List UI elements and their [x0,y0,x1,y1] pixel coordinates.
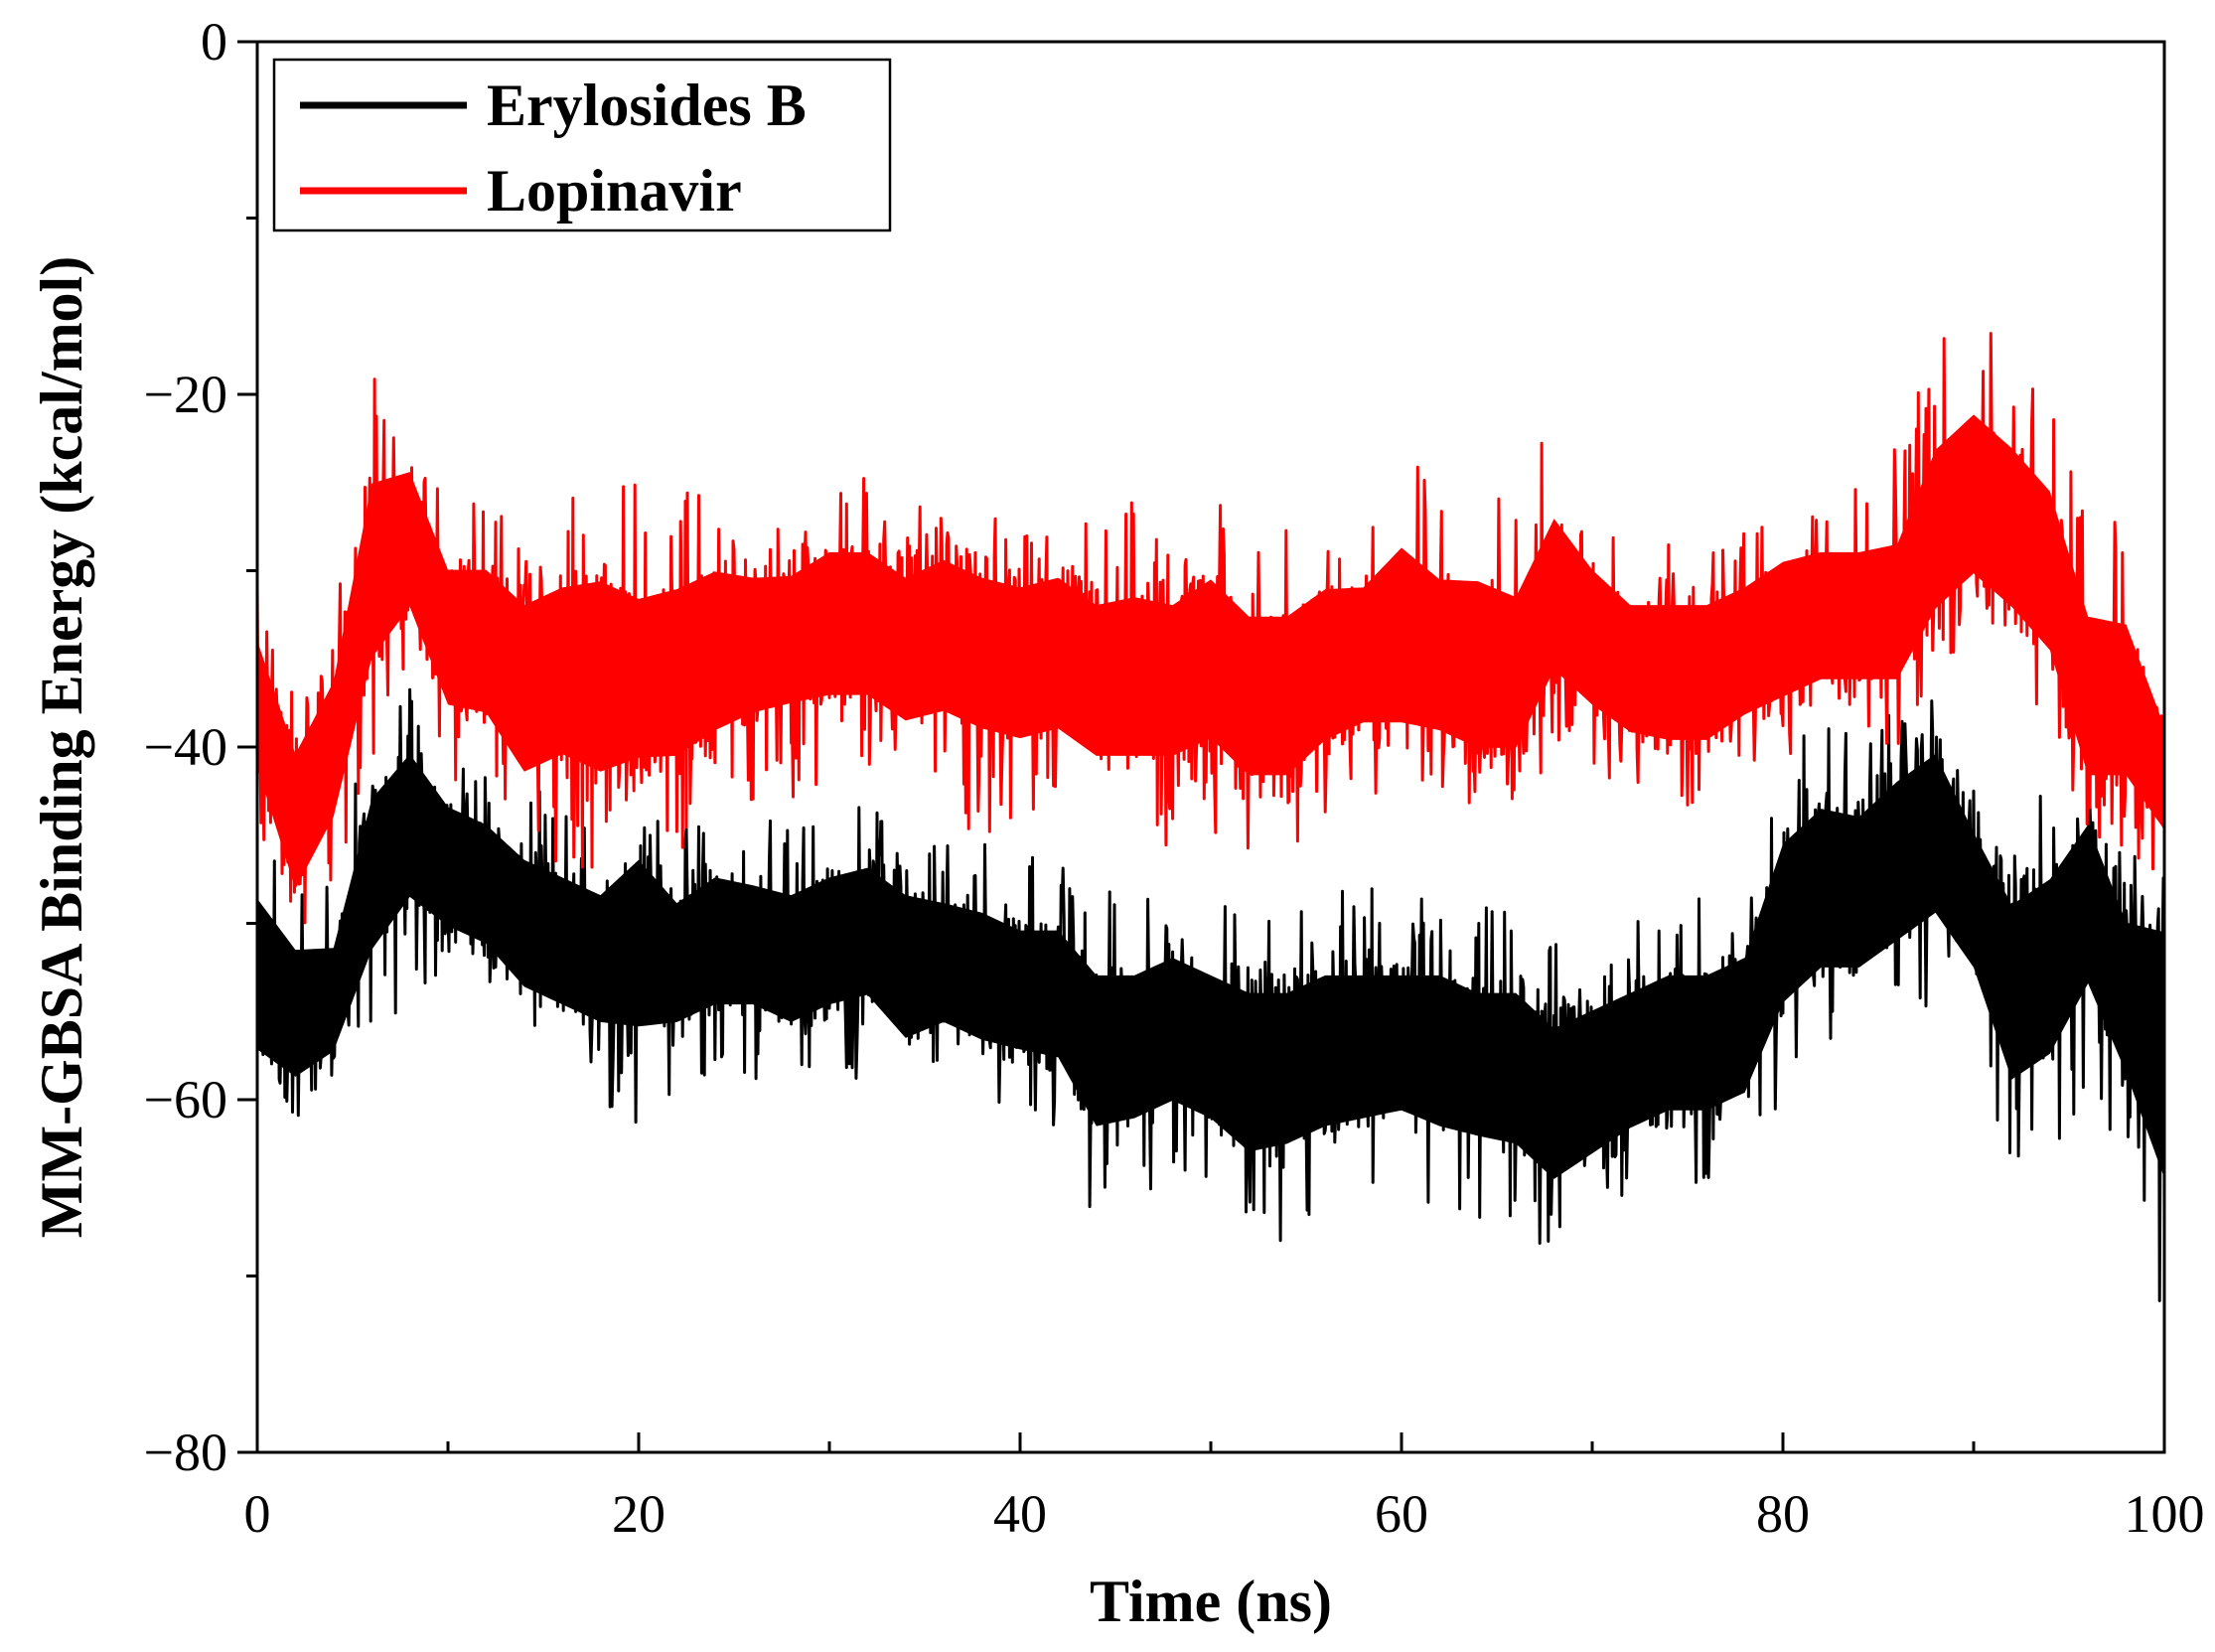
x-tick-label: 60 [1375,1484,1428,1544]
x-tick-label: 100 [2125,1484,2205,1544]
y-tick-label: −40 [144,717,227,777]
legend: Erylosides B Lopinavir [272,58,892,232]
series-layer [257,332,2164,1302]
y-axis-title: MM-GBSA Binding Energy (kcal/mol) [29,256,94,1238]
x-tick-label: 40 [993,1484,1047,1544]
y-tick-label: 0 [201,12,227,72]
x-tick-label: 0 [244,1484,271,1544]
legend-label-lopinavir: Lopinavir [487,158,742,224]
series-line [257,332,2164,925]
y-tick-label: −80 [144,1423,227,1482]
series-band [257,414,2164,889]
x-tick-label: 80 [1756,1484,1810,1544]
x-tick-label: 20 [612,1484,665,1544]
x-axis-title: Time (ns) [1090,1569,1332,1634]
series-erylosides-b [257,687,2164,1302]
axis-layer: 0 20 40 60 80 100 0 −20 −40 −60 −80 [144,12,2205,1544]
series-line [257,687,2164,1302]
series-lopinavir [257,332,2164,925]
y-tick-label: −20 [144,365,227,424]
legend-box [272,58,892,232]
legend-label-erylosides-b: Erylosides B [487,73,807,138]
y-tick-label: −60 [144,1070,227,1129]
